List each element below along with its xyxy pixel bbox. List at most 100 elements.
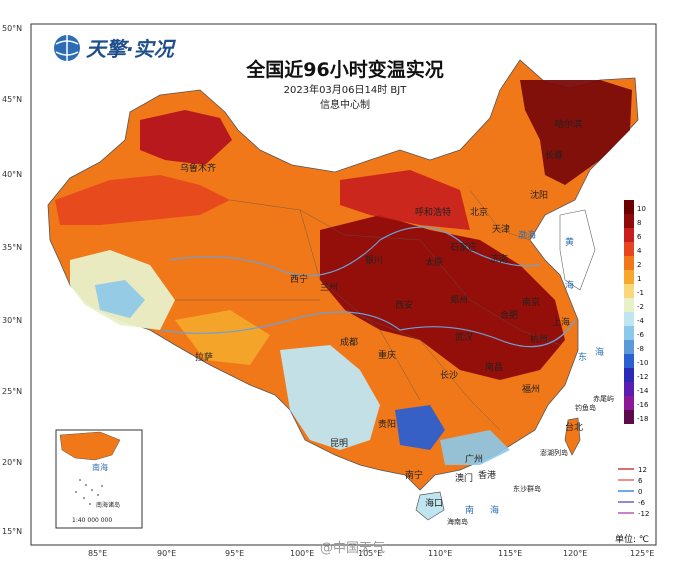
place-guangzhou: 广州	[465, 453, 483, 465]
line-legend-label: -6	[638, 499, 646, 507]
legend-label: 6	[637, 233, 642, 241]
place-changsha: 长沙	[440, 369, 458, 381]
place-yinchuan: 银川	[365, 254, 383, 266]
place-labels: 乌鲁木齐 哈尔滨 长春 沈阳 北京 天津 呼和浩特 石家庄 太原 济南 银川 西…	[180, 118, 614, 526]
place-kunming: 昆明	[330, 438, 348, 449]
sea-huanghai-a: 黄	[565, 236, 574, 248]
legend-label: -1	[637, 289, 644, 297]
hot-zone-xinjiang	[140, 110, 232, 165]
legend-swatch	[624, 256, 634, 270]
legend-label: 4	[637, 247, 642, 255]
place-shanghai: 上海	[552, 316, 570, 328]
logo-text: 天擎·实况	[86, 37, 177, 61]
lon-tick: 100°E	[290, 549, 314, 558]
contour-line-legend: 12 6 0 -6 -12	[618, 466, 649, 518]
inset-scale: 1:40 000 000	[72, 517, 112, 524]
lat-tick: 25°N	[2, 387, 22, 396]
line-legend-label: 6	[638, 477, 643, 485]
legend-label: -8	[637, 345, 644, 353]
legend-label: -6	[637, 331, 645, 339]
legend-swatch	[624, 326, 634, 340]
place-xining: 西宁	[290, 273, 308, 285]
lat-tick: 35°N	[2, 243, 22, 252]
legend-swatch	[624, 368, 634, 382]
lon-tick: 120°E	[563, 549, 587, 558]
place-lanzhou: 兰州	[320, 281, 338, 293]
place-nanjing: 南京	[522, 296, 540, 308]
place-hongkong: 香港	[478, 469, 496, 481]
sea-nanhai-b: 海	[490, 504, 499, 516]
legend-label: -12	[637, 373, 648, 381]
south-china-sea-inset: 南海诸岛 南海 1:40 000 000	[55, 429, 143, 529]
map-time: 2023年03月06日14时 BJT	[284, 83, 408, 96]
yangtze-river	[159, 311, 576, 348]
place-taipei: 台北	[565, 421, 583, 433]
place-urumqi: 乌鲁木齐	[180, 162, 216, 174]
sea-donghai-a: 东	[578, 351, 587, 363]
place-tianjin: 天津	[492, 224, 510, 235]
hot-zone-west	[55, 175, 230, 225]
legend-swatch	[624, 214, 634, 228]
place-chongqing: 重庆	[378, 349, 396, 361]
lat-tick: 20°N	[2, 458, 22, 467]
lat-tick: 50°N	[2, 24, 22, 33]
cool-zone-southwest	[280, 345, 380, 450]
inset-sea-label: 南海	[92, 462, 108, 472]
warm-zone-yellow	[175, 310, 270, 365]
place-hangzhou: 杭州	[530, 333, 548, 345]
sea-labels: 渤海 黄 海 东 海 南 海	[465, 229, 604, 516]
lat-tick: 15°N	[2, 527, 22, 536]
legend-label: 8	[637, 219, 641, 227]
latitude-ticks: 50°N 45°N 40°N 35°N 30°N 25°N 20°N 15°N	[2, 24, 22, 536]
place-chiwei: 赤尾屿	[593, 394, 614, 403]
lat-tick: 40°N	[2, 170, 22, 179]
line-legend-label: 0	[638, 488, 642, 496]
map-frame	[30, 23, 657, 546]
legend-swatch	[624, 396, 634, 410]
yellow-river	[169, 226, 541, 277]
hot-zone-central	[320, 215, 565, 380]
legend-swatch	[624, 284, 634, 298]
place-nanchang: 南昌	[485, 361, 503, 373]
place-haikou: 海口	[425, 497, 443, 509]
sea-nanhai-a: 南	[465, 504, 474, 516]
korea-peninsula	[559, 209, 596, 291]
place-shijiazhuang: 石家庄	[450, 241, 477, 253]
legend-swatch	[624, 242, 634, 256]
legend-label: 1	[637, 275, 641, 283]
place-beijing: 北京	[470, 206, 488, 218]
lon-tick: 105°E	[358, 549, 382, 558]
color-legend: 10 8 6 4 2 1 -1 -2 -4 -6 -8 -10 -12 -14 -16 -18	[624, 200, 649, 424]
place-nanning: 南宁	[405, 469, 423, 481]
legend-swatch	[624, 354, 634, 368]
cool-zone-south	[440, 430, 510, 465]
lon-tick: 115°E	[498, 549, 522, 558]
cool-zone-guizhou	[395, 405, 445, 450]
inset-island-label: 南海诸岛	[96, 501, 120, 509]
place-harbin: 哈尔滨	[555, 118, 582, 130]
taiwan-island	[564, 417, 581, 456]
lon-tick: 90°E	[157, 549, 176, 558]
place-hefei: 合肥	[500, 309, 518, 321]
legend-swatch	[624, 228, 634, 242]
legend-label: -14	[637, 387, 649, 395]
hainan-island	[415, 491, 445, 521]
place-hainan-dao: 海南岛	[447, 517, 468, 526]
place-hohhot: 呼和浩特	[415, 206, 451, 218]
legend-label: 2	[637, 261, 641, 269]
legend-swatch	[624, 410, 634, 424]
place-macao: 澳门	[455, 472, 473, 484]
lon-tick: 85°E	[88, 549, 107, 558]
place-chengdu: 成都	[340, 336, 358, 348]
legend-swatch	[624, 200, 634, 214]
map-org: 信息中心制	[320, 98, 370, 111]
lon-tick: 125°E	[630, 549, 654, 558]
place-guiyang: 贵阳	[378, 418, 396, 430]
longitude-ticks: 85°E 90°E 95°E 100°E 105°E 110°E 115°E 1…	[88, 549, 654, 558]
line-legend-label: -12	[638, 510, 649, 518]
sea-huanghai-b: 海	[565, 279, 574, 291]
logo: 天擎·实况	[54, 35, 177, 61]
legend-swatch	[624, 340, 634, 354]
legend-label: 10	[637, 205, 646, 213]
